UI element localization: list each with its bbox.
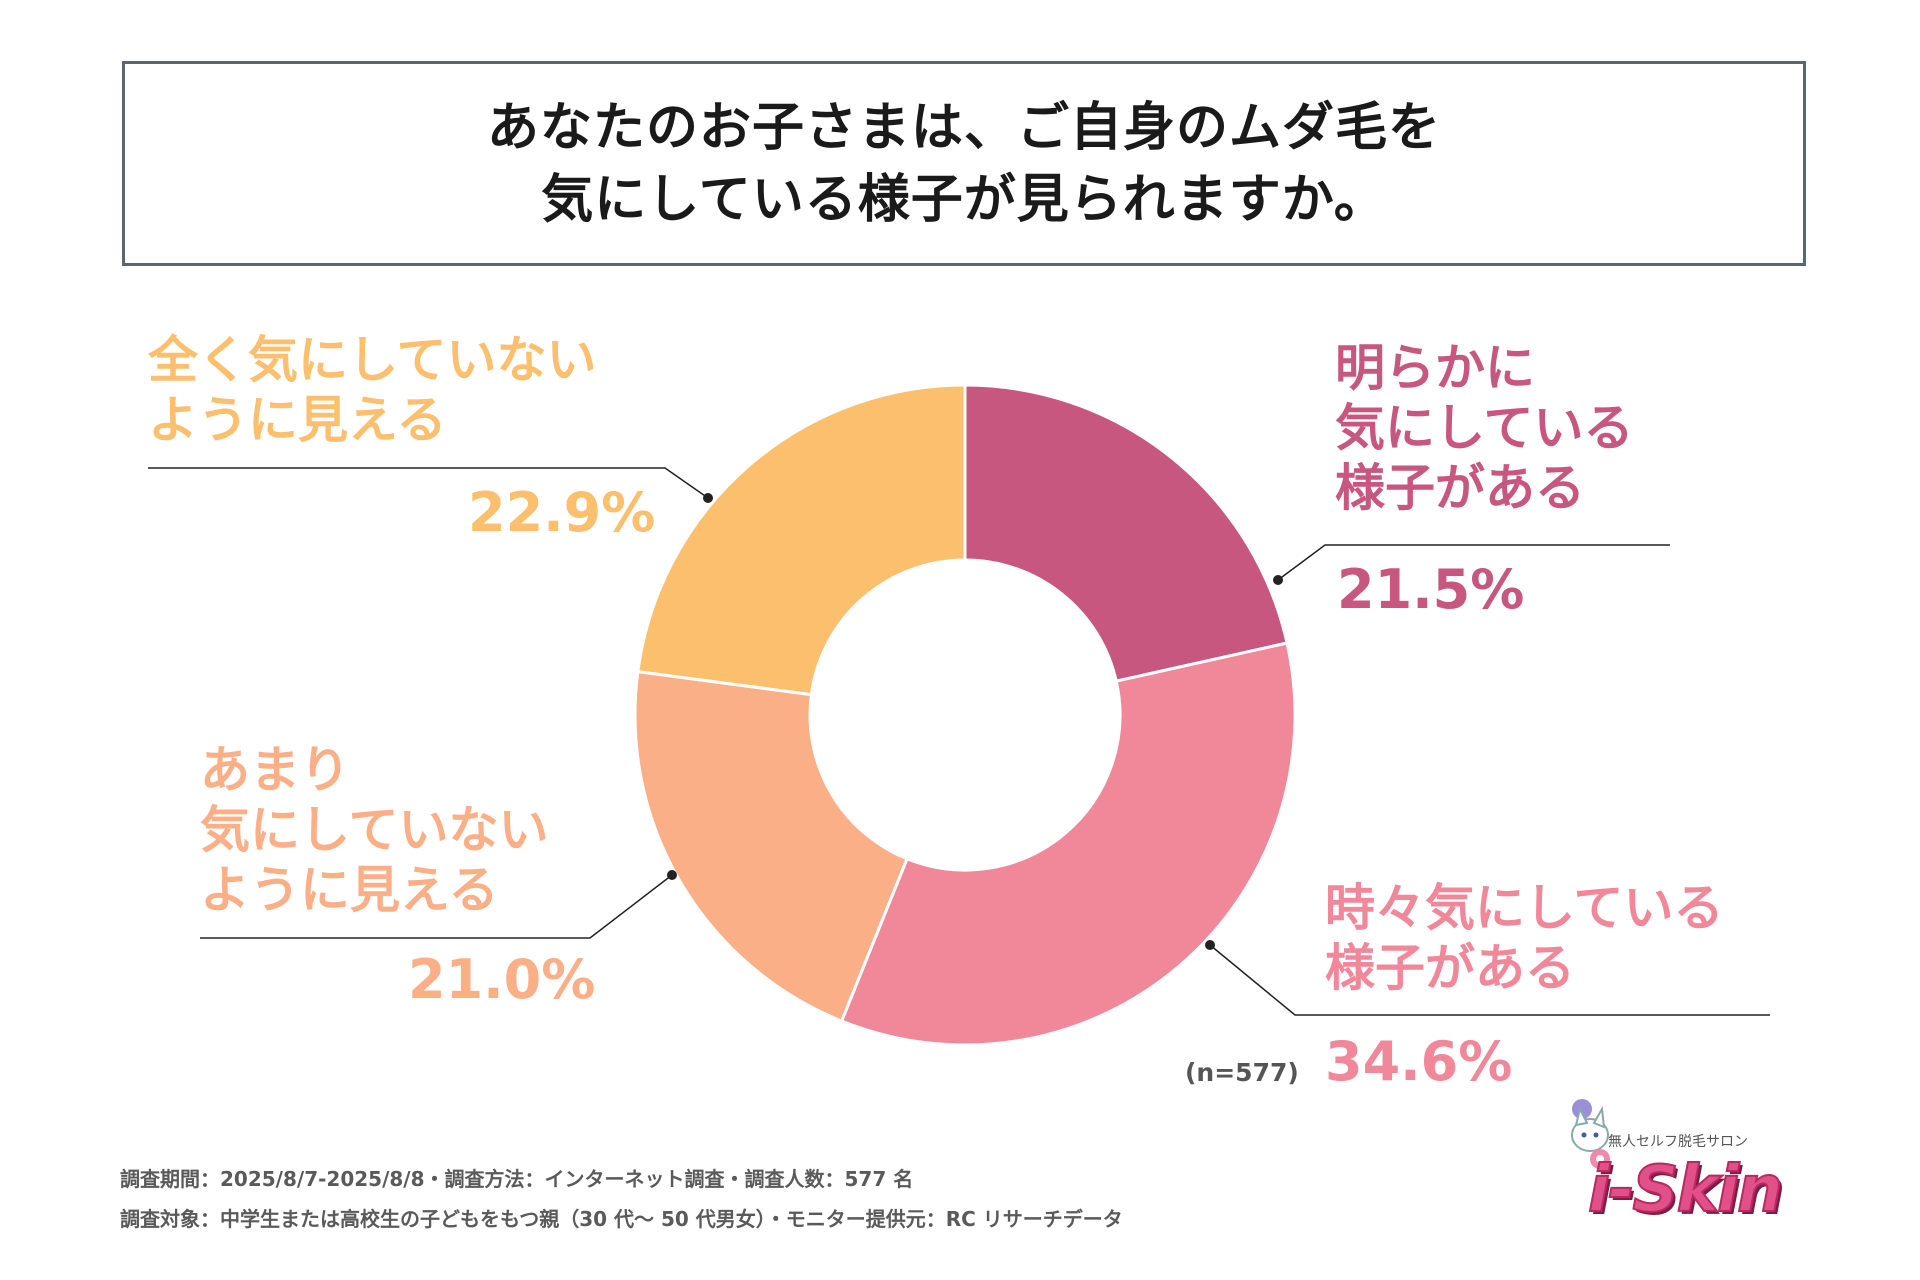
title-box: あなたのお子さまは、ご自身のムダ毛を 気にしている様子が見られますか。 [122, 61, 1806, 266]
leader-dot [1273, 575, 1283, 585]
slice-value-obvious: 21.5% [1337, 558, 1525, 621]
slice-value-not-much: 21.0% [408, 948, 596, 1011]
slice-label-not-at-all: 全く気にしていない ように見える [148, 331, 597, 449]
chart-title-line-1: あなたのお子さまは、ご自身のムダ毛を [486, 97, 1441, 158]
slice-sometimes [839, 641, 1297, 1047]
logo-tagline: 無人セルフ脱毛サロン [1608, 1134, 1748, 1150]
slice-not-much [633, 669, 909, 1024]
slice-value-sometimes: 34.6% [1325, 1030, 1513, 1093]
cat-mascot-icon [1571, 1099, 1610, 1169]
chart-title-line-2: 気にしている様子が見られますか。 [541, 169, 1387, 230]
logo-wordmark: i-Skin [1587, 1152, 1784, 1228]
leader-line [1209, 944, 1770, 1016]
brand-logo: 無人セルフ脱毛サロン i-Skin [1560, 1095, 1800, 1235]
slice-not-at-all [636, 383, 967, 697]
footer-survey-period: 調査期間：2025/8/7-2025/8/8・調査方法：インターネット調査・調査… [120, 1167, 914, 1191]
leader-dot [703, 493, 713, 503]
sample-size-label: (n=577) [1185, 1058, 1299, 1087]
leader-dot [667, 870, 677, 880]
leader-line [1277, 544, 1670, 581]
slice-obvious [963, 383, 1289, 683]
footer-survey-target: 調査対象：中学生または高校生の子どもをもつ親（30 代〜 50 代男女）・モニタ… [120, 1207, 1123, 1231]
leader-line [200, 874, 673, 939]
leader-line [148, 467, 709, 499]
slice-label-obvious: 明らかに 気にしている 様子がある [1335, 339, 1634, 517]
leader-dot [1205, 940, 1215, 950]
slice-label-sometimes: 時々気にしている 様子がある [1325, 879, 1724, 997]
slice-label-not-much: あまり 気にしていない ように見える [200, 741, 549, 919]
slice-value-not-at-all: 22.9% [468, 481, 656, 544]
